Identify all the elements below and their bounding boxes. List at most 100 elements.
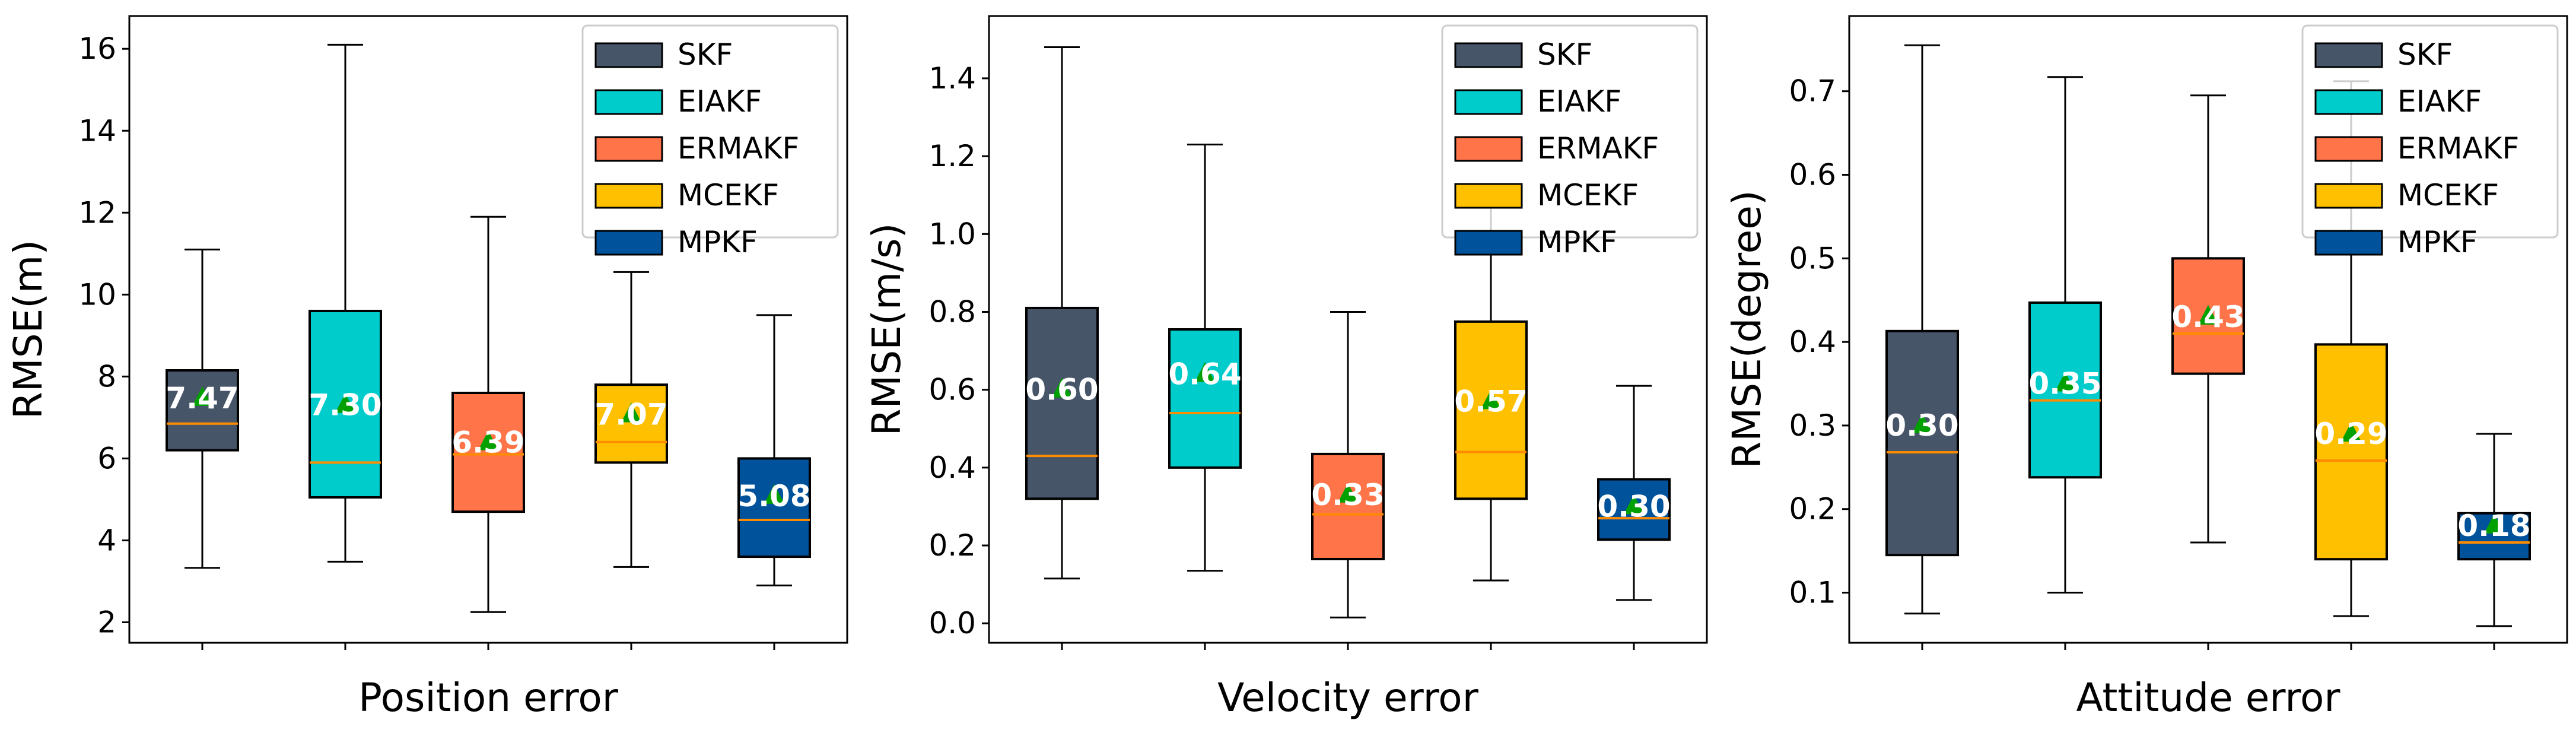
mean-value-label: 0.43 bbox=[2171, 300, 2244, 334]
box-iqr bbox=[1311, 452, 1385, 560]
legend-swatch-mpkf bbox=[594, 230, 663, 256]
legend-swatch-eiakf bbox=[1454, 89, 1523, 115]
mean-value-label: 7.07 bbox=[594, 398, 667, 432]
mean-marker bbox=[1195, 362, 1215, 382]
legend-label-skf: SKF bbox=[2397, 37, 2453, 72]
y-tick-label: 0.2 bbox=[1789, 492, 1836, 526]
legend-label-skf: SKF bbox=[1537, 37, 1592, 72]
mean-value-label: 0.29 bbox=[2314, 417, 2387, 451]
legend-label-eiakf: EIAKF bbox=[678, 84, 762, 119]
mean-marker bbox=[764, 484, 784, 504]
y-axis-label: RMSE(m) bbox=[5, 240, 51, 419]
mean-value-label: 0.30 bbox=[1885, 408, 1958, 443]
legend-label-mpkf: MPKF bbox=[2397, 225, 2478, 259]
legend-label-mcekf: MCEKF bbox=[2397, 178, 2499, 212]
legend-swatch-eiakf bbox=[594, 89, 663, 115]
mean-marker bbox=[2198, 304, 2218, 325]
legend-label-eiakf: EIAKF bbox=[2397, 84, 2482, 119]
box-iqr bbox=[451, 391, 525, 513]
box-iqr bbox=[166, 369, 239, 452]
box-eiakf: 7.30 bbox=[309, 43, 382, 650]
mean-marker bbox=[2484, 513, 2504, 534]
y-tick-label: 0.5 bbox=[1789, 241, 1836, 275]
y-tick-label: 0.0 bbox=[928, 606, 976, 640]
legend-label-ermakf: ERMAKF bbox=[1537, 131, 1659, 166]
mean-value-label: 0.35 bbox=[2028, 367, 2101, 401]
box-iqr bbox=[1025, 306, 1099, 500]
y-tick-label: 0.6 bbox=[1789, 158, 1836, 192]
legend-swatch-skf bbox=[1454, 42, 1523, 68]
chart-panel-1: 2 4 6 8 10 12 14 16 7.47 7.30 6.39 7.07 5.08 SKF EIAKF… bbox=[5, 15, 848, 721]
box-mpkf: 0.18 bbox=[2457, 433, 2531, 650]
chart-panel-2: 0.0 0.2 0.4 0.6 0.8 1.0 1.2 1.4 0.60 0.64 0.33 0.57… bbox=[864, 15, 1708, 721]
y-tick-label: 0.6 bbox=[928, 373, 976, 407]
box-mcekf: 7.07 bbox=[594, 271, 668, 650]
axes-frame bbox=[988, 15, 1708, 644]
y-tick-label: 0.4 bbox=[928, 450, 976, 485]
y-tick-label: 12 bbox=[78, 195, 116, 230]
mean-value-label: 0.33 bbox=[1311, 478, 1384, 512]
legend-label-mpkf: MPKF bbox=[678, 225, 758, 259]
legend-swatch-ermakf bbox=[594, 136, 663, 162]
mean-value-label: 5.08 bbox=[737, 479, 810, 513]
mean-value-label: 6.39 bbox=[451, 425, 524, 459]
mean-value-label: 7.30 bbox=[309, 388, 381, 423]
chart-panel-3: 0.1 0.2 0.3 0.4 0.5 0.6 0.7 0.30 0.35 0.43 0.29 0.1… bbox=[1724, 15, 2568, 721]
mean-value-label: 0.60 bbox=[1025, 373, 1098, 407]
y-axis-label: RMSE(m/s) bbox=[864, 223, 909, 436]
x-axis-label: Position error bbox=[358, 675, 619, 721]
legend-label-mpkf: MPKF bbox=[1537, 225, 1617, 259]
box-mpkf: 5.08 bbox=[737, 314, 811, 650]
mean-value-label: 0.57 bbox=[1454, 384, 1527, 418]
y-tick-label: 4 bbox=[97, 523, 116, 557]
legend-swatch-mcekf bbox=[1454, 183, 1523, 209]
y-tick-label: 2 bbox=[97, 605, 116, 639]
y-tick-label: 0.7 bbox=[1789, 74, 1836, 109]
y-tick-label: 0.1 bbox=[1789, 576, 1836, 610]
box-iqr bbox=[2314, 343, 2388, 561]
y-tick-label: 0.8 bbox=[928, 294, 976, 329]
legend-label-eiakf: EIAKF bbox=[1537, 84, 1621, 119]
legend-label-mcekf: MCEKF bbox=[678, 178, 779, 212]
mean-value-label: 0.30 bbox=[1597, 489, 1670, 523]
mean-marker bbox=[2341, 422, 2361, 442]
mean-marker bbox=[1481, 389, 1501, 410]
box-mpkf: 0.30 bbox=[1597, 385, 1671, 650]
legend: SKF EIAKF ERMAKF MCEKF MPKF bbox=[2301, 24, 2559, 259]
legend-swatch-mcekf bbox=[2314, 183, 2383, 209]
x-axis-label: Velocity error bbox=[1217, 675, 1479, 721]
legend-label-ermakf: ERMAKF bbox=[678, 131, 799, 166]
y-tick-label: 1.4 bbox=[928, 61, 976, 96]
y-tick-label: 16 bbox=[78, 31, 116, 66]
box-skf: 0.30 bbox=[1885, 44, 1959, 650]
legend-swatch-ermakf bbox=[1454, 136, 1523, 162]
box-mcekf: 0.57 bbox=[1454, 205, 1528, 650]
box-mcekf: 0.29 bbox=[2314, 80, 2388, 650]
legend-label-skf: SKF bbox=[678, 37, 733, 72]
box-ermakf: 6.39 bbox=[451, 215, 525, 650]
x-axis-label: Attitude error bbox=[2076, 675, 2340, 721]
mean-marker bbox=[1338, 483, 1358, 503]
axes-frame bbox=[128, 15, 848, 644]
box-iqr bbox=[1885, 329, 1959, 557]
mean-marker bbox=[2055, 372, 2075, 392]
y-tick-label: 0.2 bbox=[928, 528, 976, 563]
mean-marker bbox=[335, 393, 355, 413]
y-tick-label: 0.3 bbox=[1789, 408, 1836, 443]
y-tick-label: 6 bbox=[97, 441, 116, 475]
mean-marker bbox=[1912, 413, 1932, 433]
y-tick-label: 1.2 bbox=[928, 139, 976, 173]
mean-value-label: 0.64 bbox=[1168, 357, 1241, 391]
mean-marker bbox=[621, 402, 641, 423]
box-ermakf: 0.43 bbox=[2171, 94, 2245, 650]
mean-value-label: 7.47 bbox=[166, 381, 238, 415]
y-tick-label: 0.4 bbox=[1789, 325, 1836, 359]
box-iqr bbox=[594, 383, 668, 464]
mean-marker bbox=[192, 386, 212, 406]
legend: SKF EIAKF ERMAKF MCEKF MPKF bbox=[581, 24, 839, 259]
box-iqr bbox=[1454, 320, 1528, 500]
legend-swatch-mpkf bbox=[2314, 230, 2383, 256]
axes-frame bbox=[1848, 15, 2568, 644]
box-eiakf: 0.64 bbox=[1168, 143, 1242, 650]
